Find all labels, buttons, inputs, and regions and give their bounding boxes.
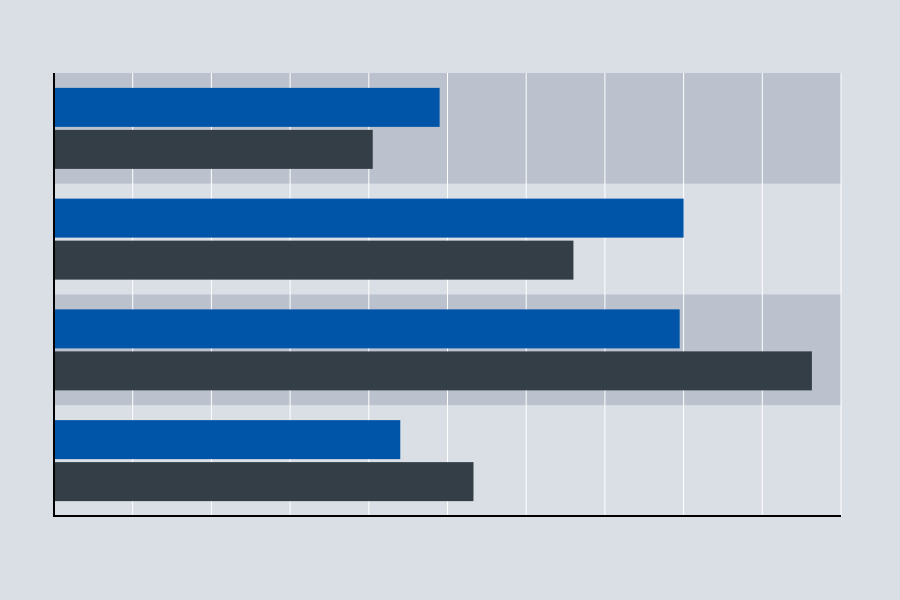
bar — [54, 87, 440, 127]
bar — [54, 129, 373, 169]
bar — [54, 240, 574, 280]
axes — [53, 73, 841, 517]
bar-series — [54, 87, 812, 502]
bar — [54, 420, 401, 460]
bar — [54, 309, 680, 349]
bar — [54, 198, 684, 238]
bar — [54, 351, 812, 391]
bar — [54, 462, 474, 502]
